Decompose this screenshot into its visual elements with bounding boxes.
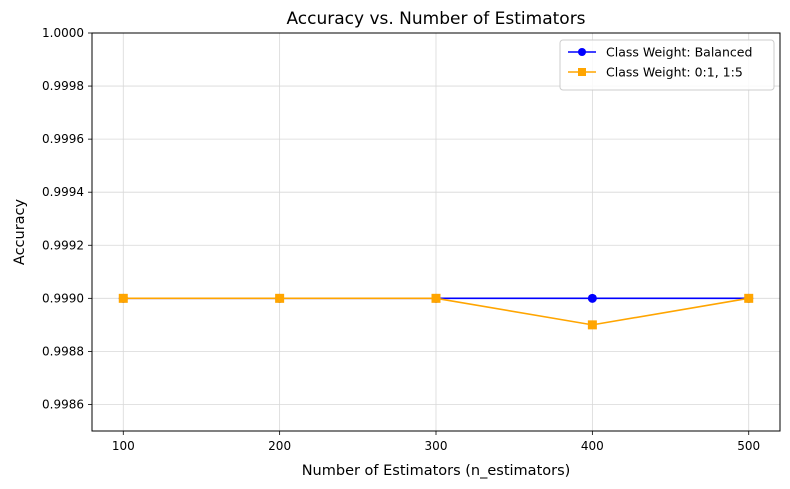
series-2 (118, 293, 754, 330)
data-point (118, 293, 128, 303)
legend-label: Class Weight: Balanced (606, 45, 752, 60)
legend-box (559, 39, 775, 91)
data-point (587, 293, 597, 303)
legend: Class Weight: Balanced Class Weight: 0:1,… (559, 39, 775, 91)
legend-marker (578, 68, 586, 76)
data-point (744, 293, 754, 303)
y-tick-label: 0.9994 (42, 185, 84, 199)
legend-item: Class Weight: 0:1, 1:5 (568, 65, 743, 80)
y-tick-label: 0.9988 (42, 344, 84, 358)
y-tick-label: 1.0000 (42, 26, 84, 40)
y-tick-label: 0.9990 (42, 291, 84, 305)
x-tick-label: 400 (581, 439, 604, 453)
x-tick-label: 200 (268, 439, 291, 453)
axis-ticks: 100 200 300 400 500 0.9986 0.9988 0.9990 0.9992 0… (42, 26, 760, 453)
legend-marker (578, 48, 586, 56)
series-group (118, 293, 754, 330)
data-point (275, 293, 285, 303)
x-tick-label: 300 (425, 439, 448, 453)
chart-title: Accuracy vs. Number of Estimators (286, 9, 585, 29)
data-point (587, 320, 597, 330)
x-tick-label: 100 (112, 439, 135, 453)
grid (92, 32, 780, 431)
legend-item: Class Weight: Balanced (568, 45, 752, 60)
y-axis-label: Accuracy (12, 198, 28, 265)
y-tick-label: 0.9986 (42, 397, 84, 411)
data-point (431, 293, 441, 303)
y-tick-label: 0.9992 (42, 238, 84, 252)
y-tick-label: 0.9998 (42, 79, 84, 93)
x-tick-label: 500 (737, 439, 760, 453)
legend-label: Class Weight: 0:1, 1:5 (606, 65, 743, 80)
x-axis-label: Number of Estimators (n_estimators) (302, 463, 571, 479)
y-tick-label: 0.9996 (42, 132, 84, 146)
